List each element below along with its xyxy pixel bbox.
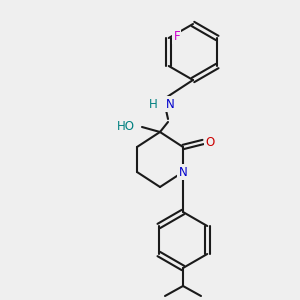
Text: O: O [206, 136, 214, 148]
Text: N: N [178, 166, 188, 178]
Text: H: H [149, 98, 158, 110]
Text: F: F [173, 29, 180, 43]
Text: N: N [166, 98, 175, 110]
Text: HO: HO [117, 121, 135, 134]
